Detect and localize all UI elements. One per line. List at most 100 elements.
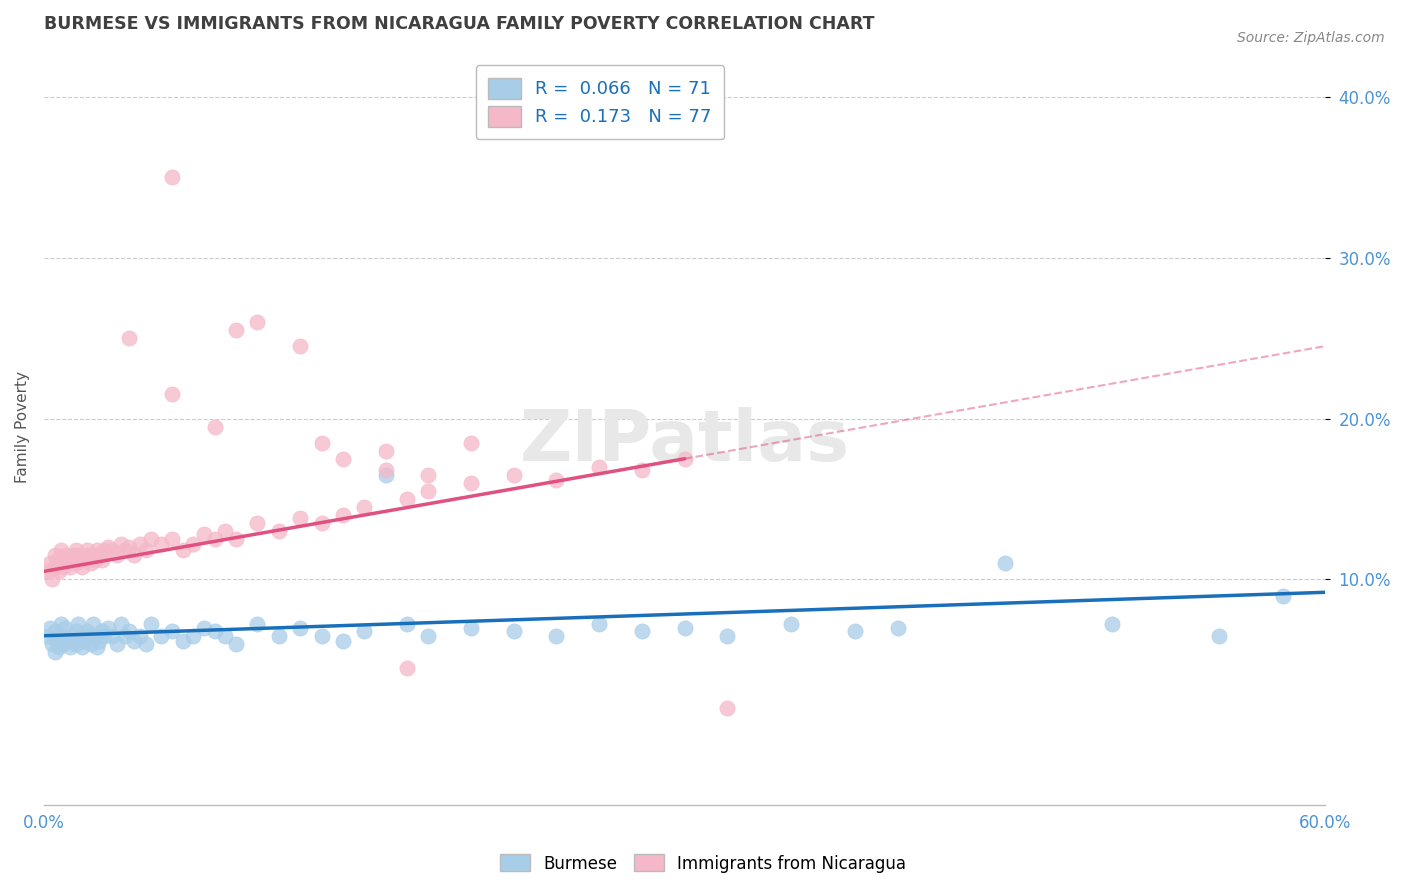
Point (246, 617, 269, 632)
Point (353, 624, 375, 638)
Legend: Burmese, Immigrants from Nicaragua: Burmese, Immigrants from Nicaragua (494, 847, 912, 880)
Point (214, 524, 236, 538)
Point (288, 339, 311, 353)
Point (267, 629, 290, 643)
Point (716, 629, 738, 643)
Point (73, 633, 96, 648)
Point (41, 573, 63, 587)
Point (673, 621, 696, 635)
Point (114, 543, 136, 558)
Point (395, 491, 418, 506)
Point (160, 387, 183, 401)
Point (89, 549, 111, 563)
Point (288, 621, 311, 635)
Point (844, 624, 866, 638)
Point (118, 331, 141, 345)
Point (139, 617, 162, 632)
Point (53, 549, 76, 563)
Point (53, 621, 76, 635)
Point (67, 549, 90, 563)
Text: ZIPatlas: ZIPatlas (520, 407, 849, 476)
Point (374, 463, 396, 477)
Point (160, 170, 183, 185)
Point (58, 640, 80, 654)
Point (84, 553, 107, 567)
Text: BURMESE VS IMMIGRANTS FROM NICARAGUA FAMILY POVERTY CORRELATION CHART: BURMESE VS IMMIGRANTS FROM NICARAGUA FAM… (44, 15, 875, 33)
Point (288, 511, 311, 525)
Point (97, 621, 120, 635)
Point (44, 645, 66, 659)
Point (62, 549, 84, 563)
Point (193, 621, 215, 635)
Point (58, 559, 80, 574)
Point (65, 637, 87, 651)
Point (39, 621, 62, 635)
Point (225, 323, 247, 337)
Point (76, 549, 98, 563)
Point (214, 629, 236, 643)
Y-axis label: Family Poverty: Family Poverty (15, 370, 30, 483)
Point (460, 621, 482, 635)
Point (246, 315, 269, 329)
Point (160, 624, 183, 638)
Point (110, 617, 132, 632)
Point (502, 467, 524, 482)
Point (374, 467, 396, 482)
Point (65, 543, 87, 558)
Point (994, 557, 1017, 571)
Point (82, 617, 104, 632)
Point (67, 617, 90, 632)
Point (183, 537, 205, 551)
Point (93, 629, 115, 643)
Point (48, 565, 70, 579)
Point (118, 624, 141, 638)
Point (716, 701, 738, 715)
Point (150, 629, 173, 643)
Point (53, 553, 76, 567)
Point (588, 617, 610, 632)
Point (114, 629, 136, 643)
Point (460, 475, 482, 490)
Point (105, 637, 128, 651)
Point (1101, 617, 1123, 632)
Point (588, 459, 610, 474)
Point (332, 633, 354, 648)
Point (139, 532, 162, 546)
Point (122, 633, 145, 648)
Point (44, 549, 66, 563)
Point (97, 540, 120, 554)
Point (49, 617, 72, 632)
Point (418, 483, 440, 498)
Point (86, 640, 108, 654)
Point (502, 624, 524, 638)
Point (122, 549, 145, 563)
Point (37, 565, 59, 579)
Point (69, 553, 91, 567)
Point (44, 559, 66, 574)
Point (72, 559, 94, 574)
Point (374, 443, 396, 458)
Point (1208, 629, 1230, 643)
Point (101, 629, 124, 643)
Point (135, 543, 157, 558)
Point (48, 640, 70, 654)
Point (65, 624, 87, 638)
Point (118, 540, 141, 554)
Point (135, 637, 157, 651)
Point (101, 543, 124, 558)
Point (84, 629, 107, 643)
Point (49, 557, 72, 571)
Point (395, 661, 418, 675)
Point (93, 543, 115, 558)
Point (49, 543, 72, 558)
Text: Source: ZipAtlas.com: Source: ZipAtlas.com (1237, 31, 1385, 45)
Point (150, 537, 173, 551)
Point (204, 419, 226, 434)
Point (52, 637, 75, 651)
Point (90, 624, 112, 638)
Legend: R =  0.066   N = 71, R =  0.173   N = 77: R = 0.066 N = 71, R = 0.173 N = 77 (475, 65, 724, 139)
Point (1271, 589, 1294, 603)
Point (631, 463, 654, 477)
Point (72, 640, 94, 654)
Point (90, 553, 112, 567)
